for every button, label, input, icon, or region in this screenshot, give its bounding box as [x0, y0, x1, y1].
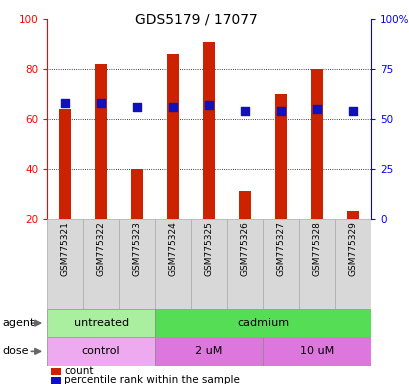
Text: count: count [64, 366, 94, 376]
FancyBboxPatch shape [191, 219, 227, 309]
Point [313, 106, 319, 112]
Text: GSM775329: GSM775329 [348, 222, 357, 276]
Bar [310, 69, 323, 219]
FancyBboxPatch shape [263, 219, 298, 309]
Text: control: control [82, 346, 120, 356]
Point [98, 100, 104, 106]
Text: GSM775322: GSM775322 [97, 222, 106, 276]
Bar [166, 54, 179, 219]
Text: GSM775326: GSM775326 [240, 222, 249, 276]
Text: GSM775321: GSM775321 [61, 222, 70, 276]
Bar [274, 94, 287, 219]
Point [62, 100, 68, 106]
Point [241, 108, 248, 114]
Text: percentile rank within the sample: percentile rank within the sample [64, 375, 240, 384]
Text: dose: dose [2, 346, 29, 356]
FancyBboxPatch shape [47, 219, 83, 309]
Bar [238, 192, 251, 219]
Point [205, 102, 212, 108]
Point [133, 104, 140, 110]
Text: GSM775325: GSM775325 [204, 222, 213, 276]
Text: GSM775328: GSM775328 [312, 222, 321, 276]
FancyBboxPatch shape [298, 219, 334, 309]
FancyBboxPatch shape [155, 219, 191, 309]
Point [277, 108, 284, 114]
Point [349, 108, 355, 114]
Text: GSM775323: GSM775323 [132, 222, 141, 276]
FancyBboxPatch shape [119, 219, 155, 309]
FancyBboxPatch shape [334, 219, 370, 309]
Text: agent: agent [2, 318, 34, 328]
Text: 10 uM: 10 uM [299, 346, 333, 356]
FancyBboxPatch shape [47, 309, 155, 337]
Bar [346, 211, 358, 219]
FancyBboxPatch shape [155, 309, 370, 337]
FancyBboxPatch shape [155, 337, 263, 366]
FancyBboxPatch shape [227, 219, 263, 309]
FancyBboxPatch shape [83, 219, 119, 309]
Text: untreated: untreated [73, 318, 128, 328]
Bar [94, 64, 107, 219]
Text: GSM775327: GSM775327 [276, 222, 285, 276]
Bar [59, 109, 71, 219]
Bar [130, 169, 143, 219]
Text: GSM775324: GSM775324 [168, 222, 177, 276]
FancyBboxPatch shape [263, 337, 370, 366]
FancyBboxPatch shape [47, 337, 155, 366]
Bar [202, 42, 215, 219]
Text: GDS5179 / 17077: GDS5179 / 17077 [135, 12, 258, 26]
Text: cadmium: cadmium [236, 318, 288, 328]
Point [169, 104, 176, 110]
Text: 2 uM: 2 uM [195, 346, 222, 356]
